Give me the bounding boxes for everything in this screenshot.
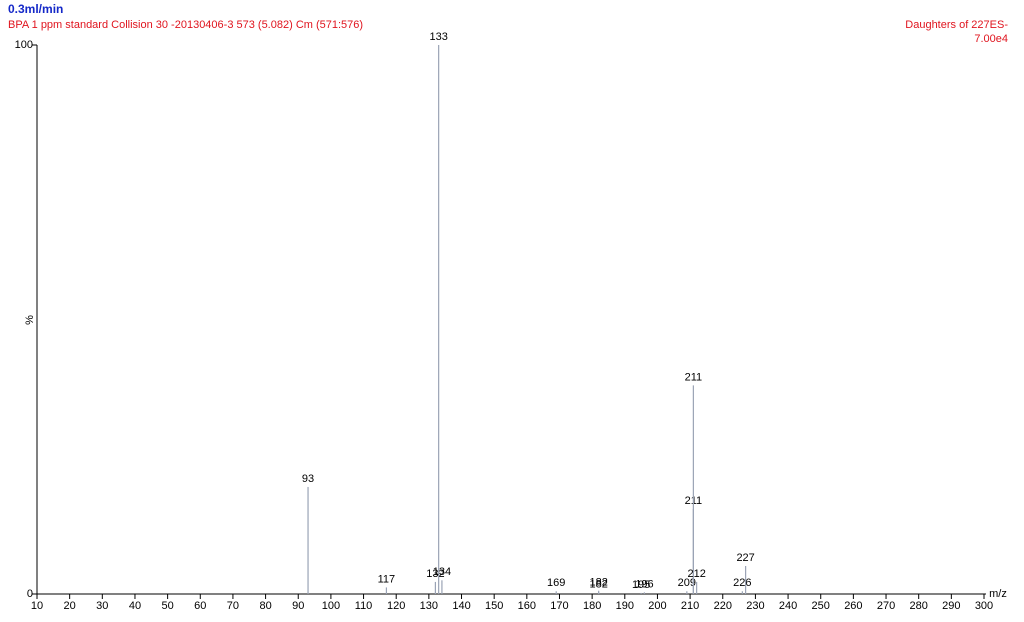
x-tick-label: 180 — [583, 600, 601, 612]
peak-label: 209 — [678, 577, 696, 589]
peak-label: 182 — [589, 578, 607, 590]
peak-label: 117 — [378, 573, 396, 585]
x-tick-label: 210 — [681, 600, 699, 612]
peak-label: 182 — [589, 577, 607, 589]
peak-label: 212 — [687, 568, 705, 580]
y-tick-label: 0 — [27, 588, 33, 600]
x-tick-label: 290 — [942, 600, 960, 612]
x-tick-label: 30 — [96, 600, 108, 612]
x-tick-label: 260 — [844, 600, 862, 612]
peak-label: 195 — [632, 579, 650, 591]
chart-title-right: Daughters of 227ES- — [905, 19, 1008, 31]
x-tick-label: 150 — [485, 600, 503, 612]
peak-label: 133 — [429, 31, 447, 43]
intensity: 7.00e4 — [974, 33, 1008, 45]
x-tick-label: 300 — [975, 600, 993, 612]
x-tick-label: 280 — [910, 600, 928, 612]
x-tick-label: 110 — [355, 600, 373, 612]
peak-label: 169 — [547, 577, 565, 589]
x-tick-label: 20 — [64, 600, 76, 612]
x-tick-label: 190 — [616, 600, 634, 612]
y-axis-label: % — [24, 315, 36, 325]
peak-label: 211 — [685, 371, 703, 383]
header: 0.3ml/min — [8, 2, 63, 16]
x-tick-label: 100 — [322, 600, 340, 612]
peak-label: 134 — [433, 566, 451, 578]
x-tick-label: 120 — [387, 600, 405, 612]
y-tick-label: 100 — [15, 39, 33, 51]
x-tick-label: 240 — [779, 600, 797, 612]
peak-label: 93 — [302, 473, 314, 485]
peak-label: 226 — [733, 577, 751, 589]
x-tick-label: 250 — [812, 600, 830, 612]
x-tick-label: 140 — [452, 600, 470, 612]
x-tick-label: 80 — [259, 600, 271, 612]
x-tick-label: 270 — [877, 600, 895, 612]
x-tick-label: 170 — [550, 600, 568, 612]
x-tick-label: 220 — [714, 600, 732, 612]
peak-label: 196 — [635, 578, 653, 590]
x-tick-label: 60 — [194, 600, 206, 612]
chart-title: BPA 1 ppm standard Collision 30 -2013040… — [8, 19, 363, 31]
x-tick-label: 40 — [129, 600, 141, 612]
x-tick-label: 50 — [161, 600, 173, 612]
peak-label: 132 — [426, 568, 444, 580]
x-tick-label: 230 — [746, 600, 764, 612]
peak-label: 227 — [736, 552, 754, 564]
x-axis-label: m/z — [989, 588, 1007, 600]
x-tick-label: 10 — [31, 600, 43, 612]
x-tick-label: 160 — [518, 600, 536, 612]
x-tick-label: 90 — [292, 600, 304, 612]
x-tick-label: 130 — [420, 600, 438, 612]
x-tick-label: 200 — [648, 600, 666, 612]
x-tick-label: 70 — [227, 600, 239, 612]
